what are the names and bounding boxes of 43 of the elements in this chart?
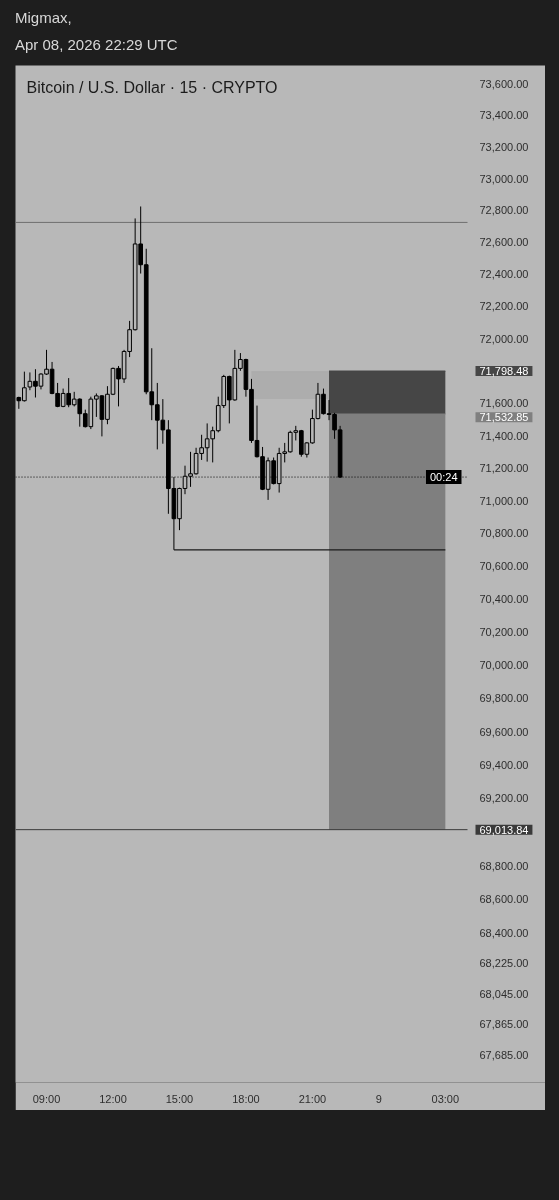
y-tick-label: 67,685.00 xyxy=(479,1049,529,1062)
y-tick-label: 71,600.00 xyxy=(479,397,529,410)
y-tick-label: 70,400.00 xyxy=(479,593,529,606)
y-tick-label: 70,000.00 xyxy=(479,659,529,672)
x-tick-label: 9 xyxy=(375,1092,382,1105)
y-tick-label: 72,800.00 xyxy=(479,204,529,217)
y-tick-label: 71,798.48 xyxy=(479,365,529,378)
y-tick-label: 73,200.00 xyxy=(479,140,529,153)
y-tick-label: 72,200.00 xyxy=(479,300,529,313)
x-tick-label: 12:00 xyxy=(99,1092,127,1105)
x-tick-label: 21:00 xyxy=(298,1092,327,1105)
y-tick-label: 70,200.00 xyxy=(479,626,529,639)
y-tick-label: 69,800.00 xyxy=(479,692,529,705)
y-tick-label: 68,400.00 xyxy=(479,927,529,940)
y-tick-label: 69,200.00 xyxy=(479,792,529,805)
y-tick-label: 68,800.00 xyxy=(479,859,529,872)
y-tick-label: 73,400.00 xyxy=(479,109,529,122)
x-tick-label: 18:00 xyxy=(232,1092,260,1105)
y-tick-label: 72,600.00 xyxy=(479,236,529,249)
y-tick-label: 68,600.00 xyxy=(479,893,529,906)
y-tick-label: 69,600.00 xyxy=(479,725,529,738)
y-tick-label: 70,800.00 xyxy=(479,527,529,540)
y-tick-label: 70,600.00 xyxy=(479,560,529,573)
text: Migmax, xyxy=(15,9,72,26)
y-tick-label: 69,400.00 xyxy=(479,758,529,771)
y-tick-label: 73,000.00 xyxy=(479,172,529,185)
text: Bitcoin / U.S. Dollar · 15 · CRYPTO xyxy=(26,79,278,96)
y-tick-label: 71,000.00 xyxy=(479,494,529,507)
y-tick-label: 71,532.85 xyxy=(479,411,529,424)
y-tick-label: 71,400.00 xyxy=(479,429,529,442)
ref-line-label: 69,013.84 xyxy=(479,823,529,836)
y-tick-label: 68,045.00 xyxy=(479,987,529,1000)
x-tick-label: 03:00 xyxy=(431,1092,460,1105)
y-tick-label: 68,225.00 xyxy=(479,956,529,969)
annotation: 00:24 xyxy=(429,471,458,484)
y-tick-label: 73,600.00 xyxy=(479,77,529,90)
x-tick-label: 15:00 xyxy=(165,1092,194,1105)
y-tick-label: 71,200.00 xyxy=(479,462,529,475)
text: Apr 08, 2026 22:29 UTC xyxy=(15,36,178,53)
x-tick-label: 09:00 xyxy=(32,1092,61,1105)
y-tick-label: 72,400.00 xyxy=(479,268,529,281)
y-tick-label: 67,865.00 xyxy=(479,1018,529,1031)
y-tick-label: 72,000.00 xyxy=(479,332,529,345)
